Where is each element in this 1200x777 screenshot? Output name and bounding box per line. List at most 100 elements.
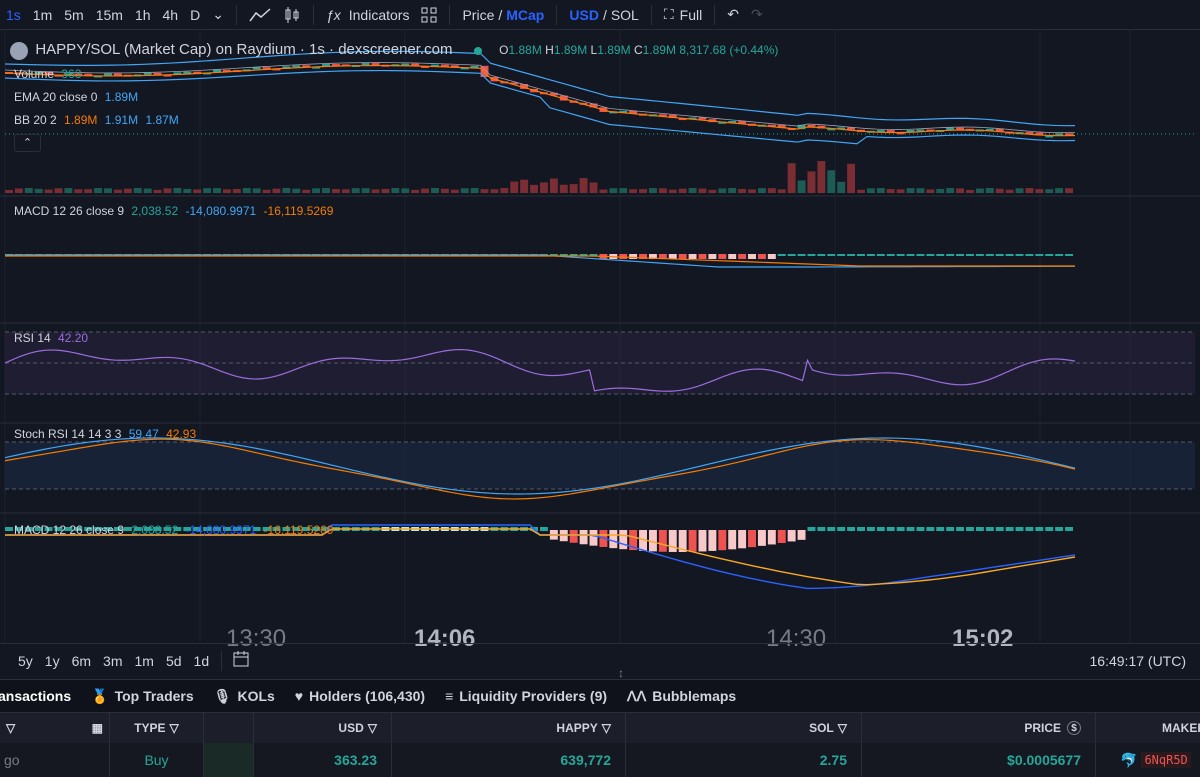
resize-handle-icon[interactable]: ↕ [618, 666, 624, 680]
macd2-signal-value: -16,119.5269 [263, 523, 334, 537]
chevron-down-icon[interactable]: ⌄ [212, 6, 224, 22]
volume-bar [480, 189, 489, 193]
usd-sol-toggle[interactable]: USD / SOL [563, 0, 644, 30]
type-header[interactable]: TYPE ▽ [110, 713, 204, 743]
price-candle [668, 114, 677, 119]
macd2-histogram-bar [540, 527, 548, 531]
volume-bar [619, 188, 628, 193]
range-1m[interactable]: 1m [134, 652, 154, 669]
range-6m[interactable]: 6m [71, 652, 92, 669]
volume-bar [391, 188, 400, 193]
ema-legend[interactable]: EMA 20 close 0 1.89M [14, 90, 138, 104]
candlestick-icon[interactable] [277, 0, 307, 30]
interval-1s[interactable]: 1s [6, 6, 21, 23]
line-chart-icon[interactable] [243, 0, 277, 30]
maker-cell[interactable]: 🐬 6NqR5D [1096, 743, 1200, 777]
indicators-button[interactable]: ƒx Indicators [320, 0, 416, 30]
maker-address[interactable]: 6NqR5D [1141, 752, 1191, 768]
undo-icon[interactable]: ↶ [727, 6, 739, 22]
maker-header[interactable]: MAKER [1096, 713, 1200, 743]
range-3m[interactable]: 3m [103, 652, 123, 669]
price-header[interactable]: PRICE $ [862, 713, 1096, 743]
price-mcap-toggle[interactable]: Price / MCap [456, 0, 550, 30]
volume-legend[interactable]: Volume 363 [14, 67, 81, 81]
calendar-icon[interactable] [228, 650, 254, 671]
time-axis[interactable]: 13:30 14:06 14:30 15:02 [0, 625, 1200, 647]
utc-clock[interactable]: 16:49:17 (UTC) [1089, 652, 1186, 669]
filter-icon[interactable]: ▽ [169, 721, 179, 735]
macd-legend[interactable]: MACD 12 26 close 9 2,038.52 -14,080.9971… [14, 204, 333, 218]
volume-bar [718, 188, 727, 193]
collapse-legend-button[interactable]: ⌃ [14, 134, 41, 152]
range-5y[interactable]: 5y [18, 652, 33, 669]
macd-histogram-bar [1065, 254, 1074, 256]
chart-area[interactable]: HAPPY/SOL (Market Cap) on Raydium · 1s ·… [0, 30, 1200, 677]
sol-header[interactable]: SOL ▽ [626, 713, 862, 743]
macd-histogram-bar [975, 254, 984, 256]
redo-icon[interactable]: ↷ [750, 6, 763, 22]
macd2-histogram-bar [876, 527, 885, 531]
symbol-avatar[interactable] [10, 41, 28, 60]
tab-top-traders[interactable]: 🏅 Top Traders [91, 688, 194, 705]
macd2-histogram-bar [1045, 527, 1054, 531]
table-row[interactable]: go Buy 363.23 639,772 2.75 $0.0005677 🐬 … [0, 743, 1200, 777]
macd-histogram-bar [1035, 254, 1044, 256]
trophy-icon: 🏅 [91, 687, 109, 704]
tab-liquidity-providers[interactable]: ≡ Liquidity Providers (9) [445, 688, 607, 704]
volume-bar [589, 182, 598, 193]
macd2-histogram-bar [5, 527, 13, 531]
tab-holders[interactable]: ♥ Holders (106,430) [295, 688, 425, 704]
volume-bar [658, 188, 667, 193]
range-1d[interactable]: 1d [193, 652, 210, 669]
interval-5m[interactable]: 5m [64, 6, 84, 23]
volume-bar [54, 188, 63, 193]
rsi-legend[interactable]: RSI 14 42.20 [14, 331, 88, 345]
macd2-histogram-bar [123, 527, 132, 531]
volume-bar [728, 188, 737, 193]
range-5d[interactable]: 5d [165, 652, 182, 669]
volume-bar [470, 188, 479, 193]
interval-D[interactable]: D [190, 6, 201, 23]
macd2-histogram-bar [1015, 527, 1024, 531]
macd-histogram-bar [549, 254, 558, 256]
macd2-histogram-bar [113, 527, 122, 531]
tab-transactions[interactable]: ansactions [0, 688, 71, 704]
calendar-icon[interactable]: ▦ [91, 721, 103, 735]
price-candle [956, 127, 965, 130]
range-1y[interactable]: 1y [44, 652, 60, 669]
macd-histogram-bar [728, 254, 737, 259]
happy-header[interactable]: HAPPY ▽ [392, 713, 626, 743]
filter-icon[interactable]: ▽ [6, 721, 16, 735]
interval-15m[interactable]: 15m [95, 6, 123, 23]
price-chart-svg[interactable] [0, 30, 1200, 643]
volume-bar [312, 188, 321, 193]
volume-bar [74, 189, 83, 193]
interval-4h[interactable]: 4h [162, 6, 179, 23]
tab-kols[interactable]: 🎙 KOLs [214, 688, 275, 705]
bb-legend[interactable]: BB 20 2 1.89M 1.91M 1.87M [14, 113, 179, 127]
date-header[interactable]: ▽ ▦ [0, 713, 110, 743]
layout-grid-icon[interactable] [415, 0, 443, 30]
volume-bar [44, 189, 53, 193]
macd-histogram-bar [936, 254, 945, 256]
fullscreen-button[interactable]: ⛶ Full [658, 0, 708, 30]
volume-bar [262, 189, 271, 193]
dollar-toggle-icon[interactable]: $ [1067, 721, 1081, 735]
price-candle [896, 132, 905, 135]
volume-bar [1055, 188, 1064, 193]
interval-1m[interactable]: 1m [32, 6, 53, 23]
tab-bubblemaps[interactable]: ᐱᐱ Bubblemaps [627, 688, 736, 705]
filter-icon[interactable]: ▽ [601, 721, 611, 735]
price-candle [34, 72, 43, 75]
stoch-legend[interactable]: Stoch RSI 14 14 3 3 59.47 42.93 [14, 427, 196, 441]
usd-header[interactable]: USD ▽ [254, 713, 392, 743]
price-candle [371, 63, 380, 66]
filter-icon[interactable]: ▽ [367, 721, 377, 735]
tab-label: Holders (106,430) [309, 688, 426, 704]
macd2-legend[interactable]: MACD 12 26 close 9 2,038.52 -14,080.9971… [14, 523, 333, 537]
divider [556, 4, 558, 25]
filter-icon[interactable]: ▽ [837, 721, 847, 735]
volume-bar [777, 189, 786, 193]
macd2-histogram-bar [708, 530, 717, 551]
interval-1h[interactable]: 1h [134, 6, 151, 23]
